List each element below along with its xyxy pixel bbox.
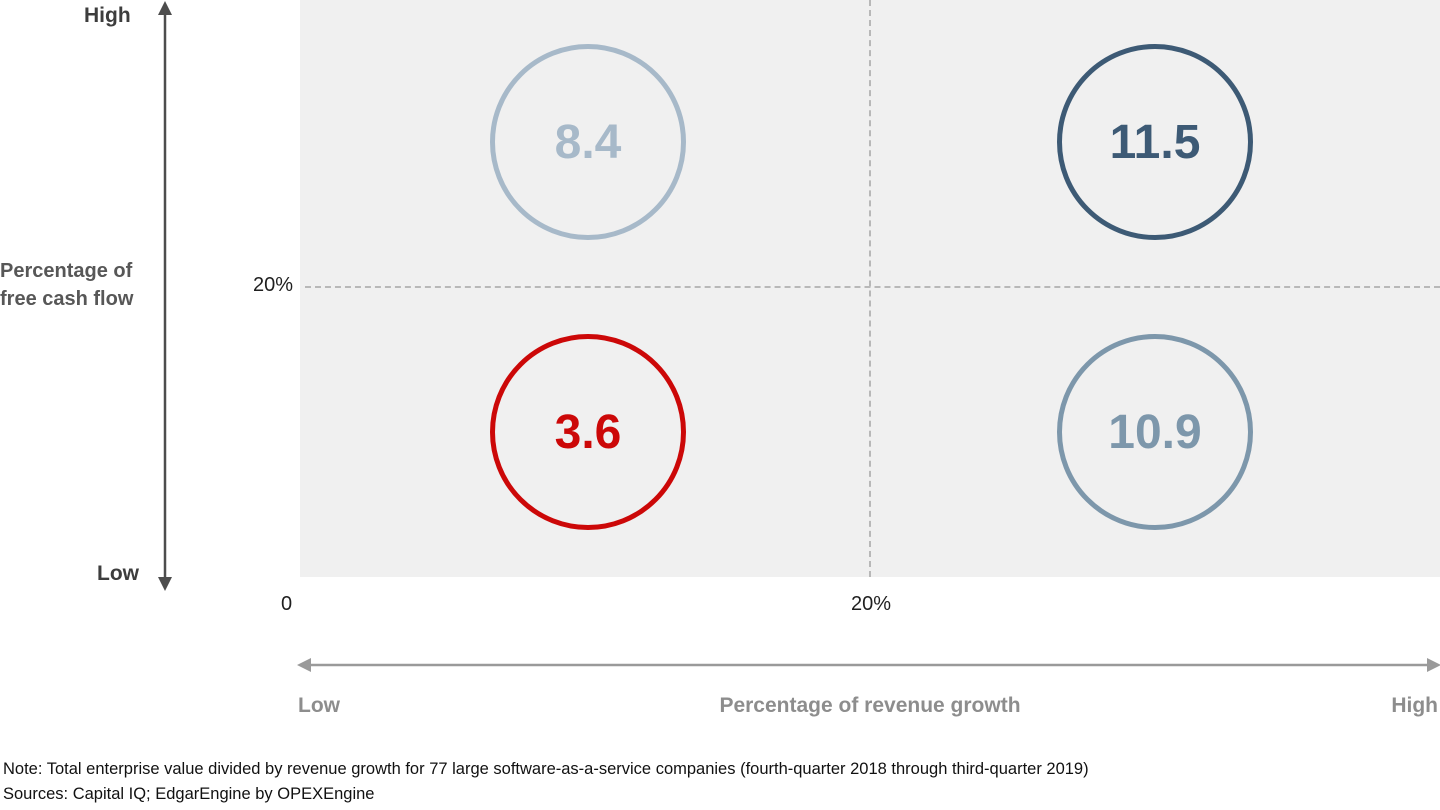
footnote-note: Note: Total enterprise value divided by … xyxy=(3,760,1089,778)
bubble-top-right: 11.5 xyxy=(1057,44,1253,240)
y-axis-title: Percentage of free cash flow xyxy=(0,260,134,311)
x-axis-title: Percentage of revenue growth xyxy=(719,694,1021,717)
y-axis-arrow-icon xyxy=(158,1,172,591)
bubble-top-right-value: 11.5 xyxy=(1109,115,1201,169)
footnote-sources: Sources: Capital IQ; EdgarEngine by OPEX… xyxy=(3,784,375,803)
footnote-block: Note: Total enterprise value divided by … xyxy=(3,757,1433,807)
bubble-bottom-right: 10.9 xyxy=(1057,334,1253,530)
x-axis-high-label: High xyxy=(1391,694,1438,717)
bubble-top-left: 8.4 xyxy=(490,44,686,240)
x-axis-threshold-tick: 20% xyxy=(850,593,892,615)
x-threshold-dashed-line xyxy=(869,0,871,577)
bubble-bottom-right-value: 10.9 xyxy=(1108,405,1202,459)
y-threshold-dashed-line xyxy=(305,286,1440,288)
x-axis-arrow-icon xyxy=(297,658,1440,672)
x-axis-origin-tick: 0 xyxy=(281,593,293,615)
y-axis-threshold-tick: 20% xyxy=(252,274,293,296)
y-axis-high-label: High xyxy=(84,4,131,27)
bubble-bottom-left: 3.6 xyxy=(490,334,686,530)
bubble-top-left-value: 8.4 xyxy=(554,115,622,169)
y-axis-low-label: Low xyxy=(97,562,139,585)
bubble-bottom-left-value: 3.6 xyxy=(554,405,622,459)
x-axis-low-label: Low xyxy=(298,694,340,717)
